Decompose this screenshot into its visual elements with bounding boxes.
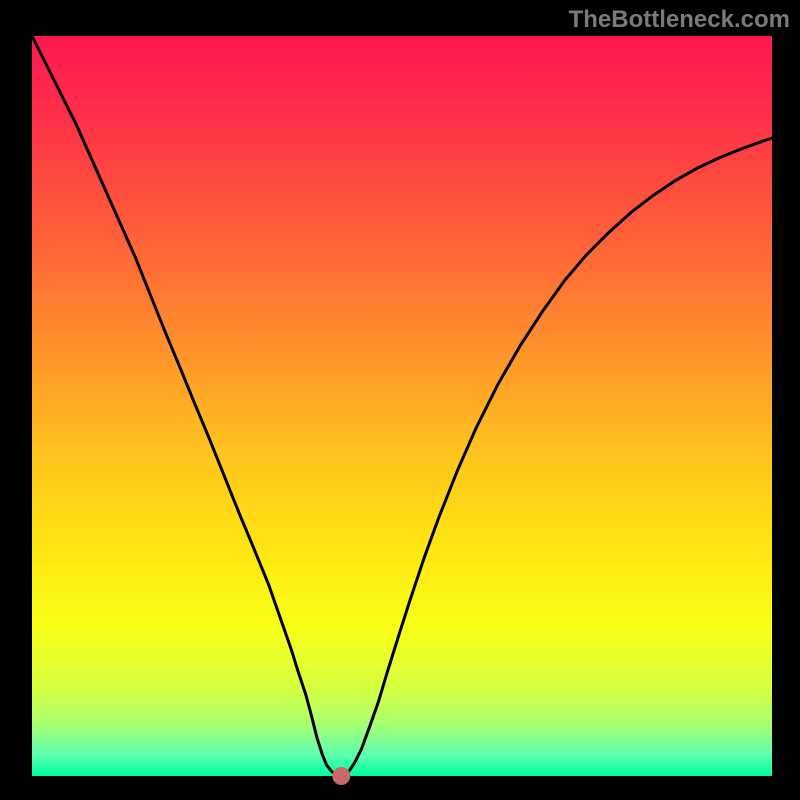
chart-stage: TheBottleneck.com <box>0 0 800 800</box>
watermark-text: TheBottleneck.com <box>569 6 790 34</box>
gradient-background <box>32 36 772 776</box>
plot-border <box>32 36 772 776</box>
